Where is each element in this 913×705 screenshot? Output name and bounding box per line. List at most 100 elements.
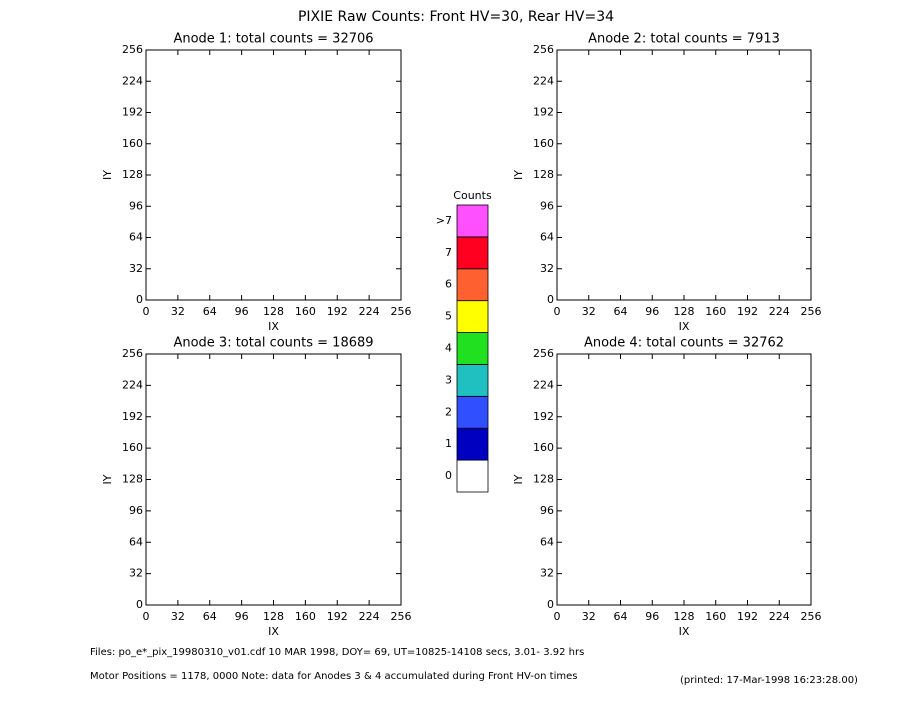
x-tick-label: 224: [359, 610, 380, 623]
y-tick-label: 256: [533, 347, 554, 360]
y-tick-label: 128: [533, 168, 554, 181]
y-tick-label: 192: [533, 106, 554, 119]
colorbar-label: >7: [436, 214, 452, 227]
y-tick-label: 256: [533, 43, 554, 56]
y-tick-label: 224: [533, 74, 554, 87]
x-tick-label: 256: [391, 305, 412, 318]
y-tick-label: 0: [547, 598, 554, 611]
colorbar-label: 7: [445, 246, 452, 259]
y-axis-label: IY: [101, 170, 114, 180]
x-axis-label: IX: [268, 625, 279, 638]
x-tick-label: 128: [674, 305, 695, 318]
footer-motor: Motor Positions = 1178, 0000 Note: data …: [90, 671, 577, 682]
y-tick-label: 64: [540, 231, 554, 244]
x-tick-label: 64: [614, 305, 628, 318]
x-tick-label: 192: [737, 610, 758, 623]
y-tick-label: 224: [122, 378, 143, 391]
x-tick-label: 160: [705, 305, 726, 318]
plot-area: [556, 49, 812, 301]
colorbar-title: Counts: [453, 189, 492, 202]
panel-title: Anode 2: total counts = 7913: [588, 32, 780, 47]
y-tick-label: 96: [540, 199, 554, 212]
x-tick-label: 0: [554, 305, 561, 318]
y-tick-label: 0: [547, 293, 554, 306]
colorbar-cell: [456, 364, 489, 397]
y-tick-label: 128: [122, 473, 143, 486]
x-tick-label: 0: [143, 305, 150, 318]
y-tick-label: 64: [540, 535, 554, 548]
x-tick-label: 96: [235, 305, 249, 318]
y-tick-label: 96: [129, 199, 143, 212]
panel-title: Anode 1: total counts = 32706: [173, 32, 373, 47]
y-tick-label: 224: [122, 74, 143, 87]
x-tick-label: 32: [582, 610, 596, 623]
x-tick-label: 0: [554, 610, 561, 623]
y-tick-label: 32: [540, 567, 554, 580]
colorbar-label: 1: [445, 437, 452, 450]
colorbar-cell: [456, 300, 489, 333]
y-tick-label: 160: [533, 441, 554, 454]
x-tick-label: 224: [359, 305, 380, 318]
y-tick-label: 192: [122, 410, 143, 423]
x-axis-label: IX: [679, 320, 690, 333]
y-tick-label: 64: [129, 535, 143, 548]
x-tick-label: 0: [143, 610, 150, 623]
plot-area: [145, 353, 402, 606]
colorbar-cell: [456, 236, 489, 270]
y-tick-label: 32: [129, 567, 143, 580]
x-tick-label: 32: [171, 305, 185, 318]
y-tick-label: 32: [129, 262, 143, 275]
y-tick-label: 96: [129, 504, 143, 517]
x-tick-label: 256: [801, 610, 822, 623]
colorbar-label: 3: [445, 373, 452, 386]
y-tick-label: 160: [122, 441, 143, 454]
x-tick-label: 256: [391, 610, 412, 623]
colorbar-cell: [456, 395, 489, 429]
x-tick-label: 96: [235, 610, 249, 623]
panel-title: Anode 3: total counts = 18689: [173, 336, 373, 351]
y-axis-label: IY: [512, 474, 525, 484]
colorbar-cell: [456, 268, 489, 302]
x-tick-label: 192: [737, 305, 758, 318]
x-tick-label: 160: [705, 610, 726, 623]
x-tick-label: 64: [203, 610, 217, 623]
y-tick-label: 32: [540, 262, 554, 275]
plot-area: [145, 49, 402, 301]
y-tick-label: 160: [533, 137, 554, 150]
footer-printed: (printed: 17-Mar-1998 16:23:28.00): [680, 675, 858, 686]
x-tick-label: 160: [295, 305, 316, 318]
colorbar-label: 0: [445, 469, 452, 482]
y-tick-label: 128: [122, 168, 143, 181]
y-axis-label: IY: [101, 474, 114, 484]
x-tick-label: 128: [674, 610, 695, 623]
x-tick-label: 128: [263, 305, 284, 318]
colorbar-cell: [456, 427, 489, 461]
y-tick-label: 64: [129, 231, 143, 244]
x-tick-label: 192: [327, 305, 348, 318]
y-tick-label: 128: [533, 473, 554, 486]
y-tick-label: 256: [122, 43, 143, 56]
panel-title: Anode 4: total counts = 32762: [584, 336, 784, 351]
x-tick-label: 256: [801, 305, 822, 318]
colorbar-label: 2: [445, 405, 452, 418]
footer-files: Files: po_e*_pix_19980310_v01.cdf 10 MAR…: [90, 647, 584, 658]
colorbar-label: 4: [445, 342, 452, 355]
y-tick-label: 0: [136, 598, 143, 611]
colorbar-cell: [456, 204, 489, 238]
y-tick-label: 192: [533, 410, 554, 423]
x-tick-label: 96: [645, 610, 659, 623]
y-tick-label: 192: [122, 106, 143, 119]
x-tick-label: 128: [263, 610, 284, 623]
x-tick-label: 64: [203, 305, 217, 318]
figure-title: PIXIE Raw Counts: Front HV=30, Rear HV=3…: [298, 9, 614, 25]
y-tick-label: 256: [122, 347, 143, 360]
x-tick-label: 160: [295, 610, 316, 623]
x-tick-label: 64: [614, 610, 628, 623]
colorbar-label: 6: [445, 278, 452, 291]
x-tick-label: 32: [171, 610, 185, 623]
colorbar-cell: [456, 332, 489, 365]
x-tick-label: 32: [582, 305, 596, 318]
x-axis-label: IX: [268, 320, 279, 333]
x-tick-label: 192: [327, 610, 348, 623]
